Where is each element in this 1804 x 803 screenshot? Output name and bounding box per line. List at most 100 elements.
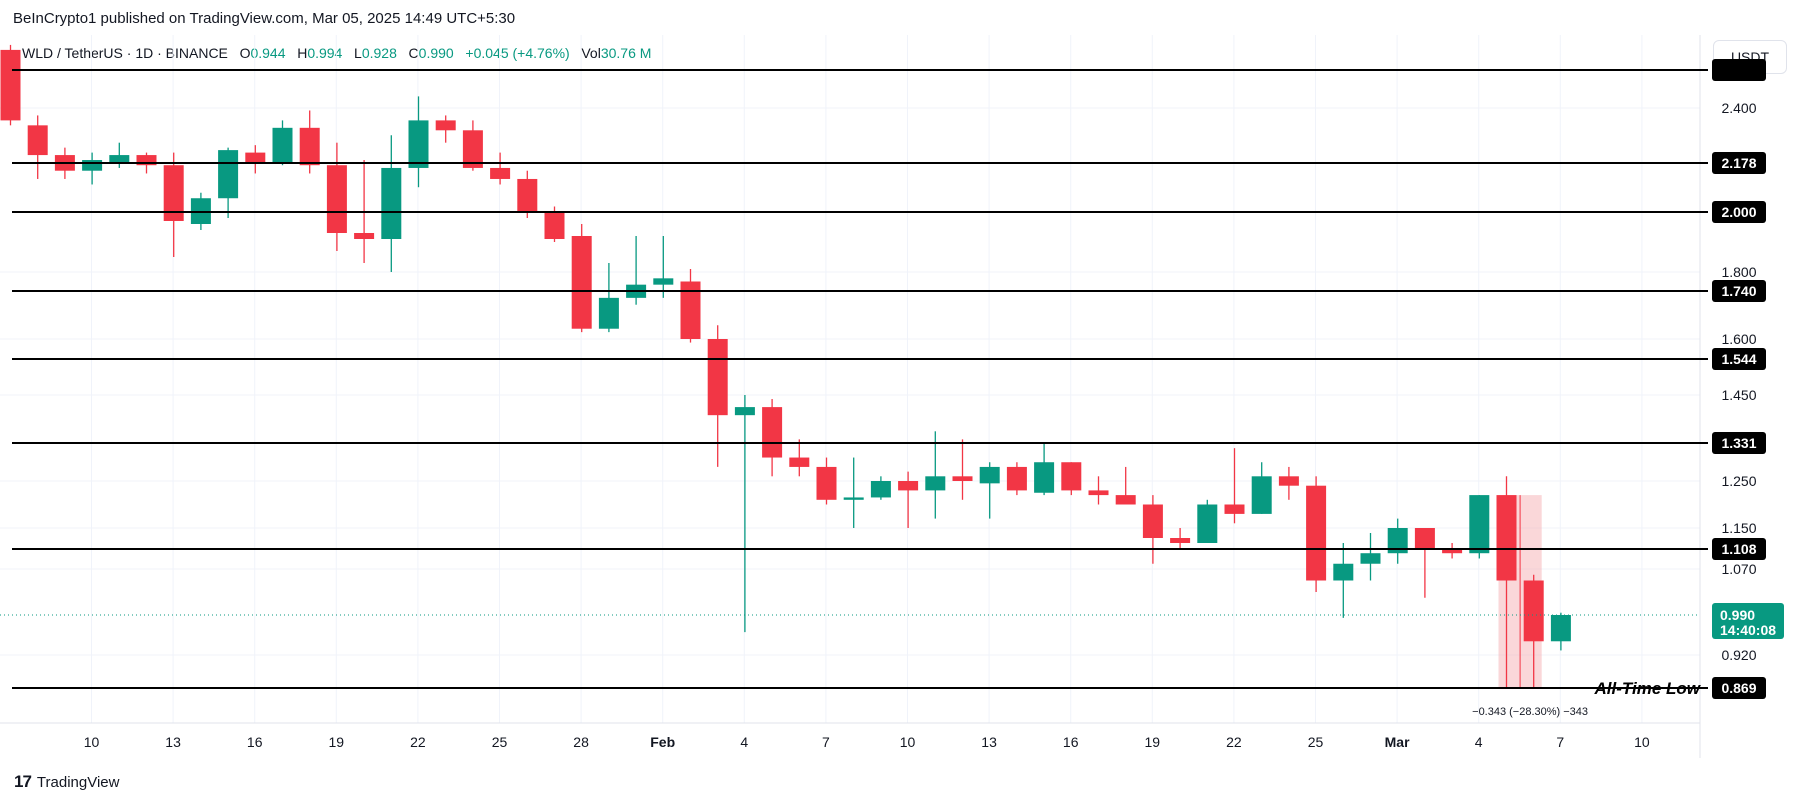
symbol-legend: WLD / TetherUS · 1D · BINANCE O0.944 H0.… bbox=[22, 45, 651, 61]
time-tick-label: 4 bbox=[740, 734, 748, 750]
price-axis-ticks: 2.400 1.800 1.600 1.450 1.250 1.150 1.070 0.920 bbox=[1721, 100, 1756, 663]
time-tick-label: 4 bbox=[1475, 734, 1483, 750]
level-price-tag-top bbox=[1712, 59, 1766, 81]
level-price-label: 1.108 bbox=[1721, 541, 1756, 557]
candle-body bbox=[245, 152, 266, 163]
chart-grid bbox=[0, 35, 1700, 723]
price-tick-label: 1.070 bbox=[1721, 561, 1756, 577]
candle-body bbox=[27, 125, 48, 156]
candle-body bbox=[870, 481, 891, 498]
time-tick-label: 10 bbox=[84, 734, 100, 750]
price-tick-label: 1.600 bbox=[1721, 331, 1756, 347]
level-price-tag bbox=[1712, 677, 1766, 699]
candle-body bbox=[979, 466, 1000, 484]
candle-body bbox=[707, 339, 728, 416]
time-tick-label: 25 bbox=[492, 734, 508, 750]
publisher-caption: BeInCrypto1 published on TradingView.com… bbox=[13, 10, 516, 27]
candle-body bbox=[218, 150, 239, 199]
tradingview-logo-icon: 17 bbox=[14, 772, 32, 791]
price-tick-label: 1.250 bbox=[1721, 473, 1756, 489]
price-tick-label: 1.800 bbox=[1721, 264, 1756, 280]
candle-body bbox=[1278, 476, 1299, 486]
level-price-tag bbox=[1712, 201, 1766, 223]
level-price-tag bbox=[1712, 348, 1766, 370]
time-tick-label: 28 bbox=[573, 734, 589, 750]
time-tick-label: Feb bbox=[650, 734, 675, 750]
time-axis-ticks: 10 13 16 19 22 25 28 Feb 4 7 10 13 16 19 22 25 Mar 4 7 10 bbox=[84, 734, 1650, 750]
candle-body bbox=[598, 297, 619, 329]
current-price-tag bbox=[1712, 603, 1784, 639]
tradingview-logo-text: TradingView bbox=[36, 773, 120, 791]
candle-body bbox=[109, 155, 130, 163]
time-tick-label: 22 bbox=[410, 734, 426, 750]
price-tick-label: 1.150 bbox=[1721, 520, 1756, 536]
candle-body bbox=[490, 167, 511, 179]
candle-body bbox=[952, 476, 973, 481]
level-price-label: 0.869 bbox=[1721, 680, 1756, 696]
horizontal-levels: 2.178 2.000 1.740 1.544 1.331 1.108 0.869 All-T… bbox=[12, 59, 1766, 699]
tradingview-logo[interactable]: 17 TradingView bbox=[14, 772, 119, 792]
candle-body bbox=[381, 167, 402, 239]
candle-body bbox=[82, 160, 103, 171]
high-label: H bbox=[297, 45, 308, 61]
low-value: 0.928 bbox=[361, 45, 397, 61]
level-price-label: 1.544 bbox=[1721, 351, 1756, 367]
time-tick-label: 13 bbox=[981, 734, 997, 750]
candle-body bbox=[1360, 553, 1381, 564]
candle-body bbox=[1088, 490, 1109, 496]
level-price-tag bbox=[1712, 280, 1766, 302]
candle-body bbox=[816, 466, 837, 500]
time-tick-label: 7 bbox=[1556, 734, 1564, 750]
candle-body bbox=[299, 127, 320, 166]
candle-body bbox=[1550, 615, 1571, 642]
candle-body bbox=[789, 457, 810, 467]
price-tick-label: 2.400 bbox=[1721, 100, 1756, 116]
candle-body bbox=[462, 130, 483, 168]
time-tick-label: 19 bbox=[1145, 734, 1161, 750]
candle-body bbox=[272, 127, 293, 163]
close-label: C bbox=[408, 45, 419, 61]
level-price-tag bbox=[1712, 152, 1766, 174]
candle-body bbox=[354, 233, 375, 239]
candle-body bbox=[1142, 504, 1163, 538]
time-tick-label: 10 bbox=[1634, 734, 1650, 750]
time-tick-label: 7 bbox=[822, 734, 830, 750]
candle-body bbox=[1442, 548, 1463, 554]
candle-body bbox=[1306, 485, 1327, 581]
time-tick-label: 22 bbox=[1226, 734, 1242, 750]
volume-value: 30.76 M bbox=[600, 45, 652, 61]
time-tick-label: 13 bbox=[165, 734, 181, 750]
candle-body bbox=[1496, 495, 1517, 581]
level-price-label: 1.331 bbox=[1721, 435, 1756, 451]
level-price-label: 1.740 bbox=[1721, 283, 1756, 299]
candle-body bbox=[1333, 563, 1354, 581]
close-value: 0.990 bbox=[418, 45, 454, 61]
price-chart[interactable]: −0.343 (−28.30%) −343 2.178 2.000 1.740 1.5… bbox=[0, 0, 1804, 765]
price-tick-label: 0.920 bbox=[1721, 647, 1756, 663]
all-time-low-label: All-Time Low bbox=[1594, 679, 1702, 698]
candle-body bbox=[680, 281, 701, 339]
candle-body bbox=[762, 407, 783, 458]
candle-body bbox=[843, 497, 864, 500]
candle-body bbox=[1387, 528, 1408, 554]
time-tick-label: Mar bbox=[1385, 734, 1410, 750]
time-tick-label: 16 bbox=[247, 734, 263, 750]
symbol-name[interactable]: WLD / TetherUS · 1D · BINANCE bbox=[22, 45, 228, 61]
candle-body bbox=[898, 481, 919, 491]
time-tick-label: 19 bbox=[329, 734, 345, 750]
candle-body bbox=[1170, 538, 1191, 543]
price-tick-label: 1.450 bbox=[1721, 387, 1756, 403]
candle-body bbox=[1523, 580, 1544, 642]
time-tick-label: 10 bbox=[900, 734, 916, 750]
candle-body bbox=[544, 212, 565, 239]
level-price-tag bbox=[1712, 432, 1766, 454]
countdown-label: 14:40:08 bbox=[1720, 622, 1776, 638]
current-price-label: 0.990 bbox=[1720, 607, 1755, 623]
time-tick-label: 25 bbox=[1308, 734, 1324, 750]
open-label: O bbox=[239, 45, 251, 61]
candle-body bbox=[163, 165, 184, 221]
candlestick-series bbox=[0, 44, 1571, 688]
candle-body bbox=[1414, 528, 1435, 548]
candle-body bbox=[734, 407, 755, 416]
